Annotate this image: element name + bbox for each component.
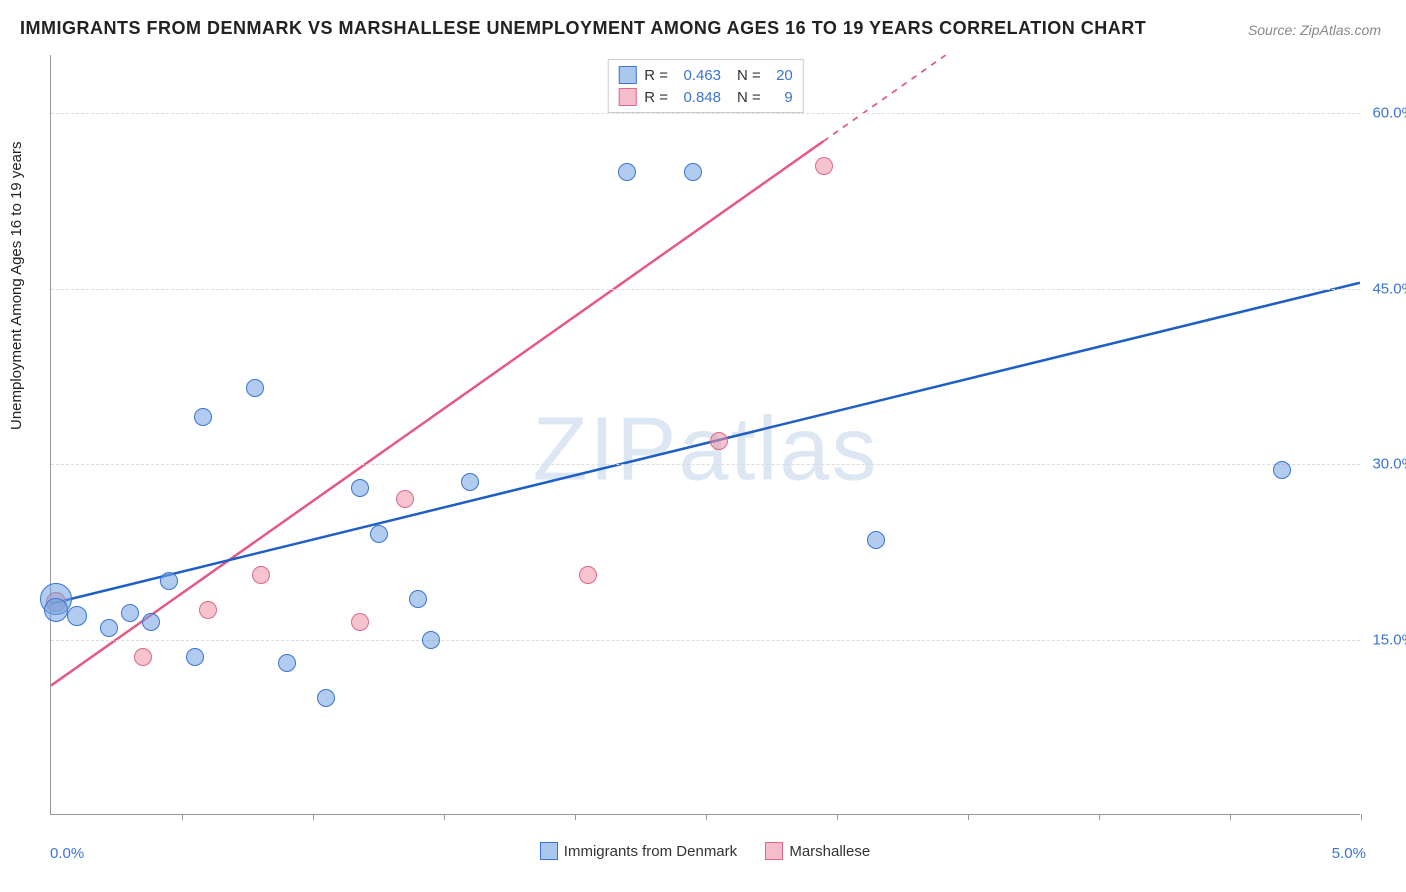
gridline-horizontal <box>51 640 1360 641</box>
r-value-denmark: 0.463 <box>676 67 721 84</box>
legend-row-denmark: R = 0.463 N = 20 <box>618 64 793 86</box>
scatter-point <box>317 689 335 707</box>
scatter-point <box>618 163 636 181</box>
scatter-point <box>579 566 597 584</box>
legend-label-denmark: Immigrants from Denmark <box>564 843 737 860</box>
scatter-point <box>121 604 139 622</box>
scatter-point <box>194 408 212 426</box>
x-axis-min-label: 0.0% <box>50 845 84 862</box>
scatter-point <box>370 525 388 543</box>
scatter-point <box>142 613 160 631</box>
scatter-point <box>1273 461 1291 479</box>
scatter-point <box>351 479 369 497</box>
y-tick-label: 60.0% <box>1365 105 1406 122</box>
gridline-horizontal <box>51 113 1360 114</box>
scatter-point <box>461 473 479 491</box>
y-tick-label: 15.0% <box>1365 631 1406 648</box>
chart-title: IMMIGRANTS FROM DENMARK VS MARSHALLESE U… <box>20 18 1146 39</box>
x-tick-mark <box>968 814 969 820</box>
scatter-point <box>815 157 833 175</box>
y-tick-label: 45.0% <box>1365 280 1406 297</box>
scatter-point <box>409 590 427 608</box>
r-value-marshallese: 0.848 <box>676 89 721 106</box>
scatter-point <box>44 598 68 622</box>
x-tick-mark <box>706 814 707 820</box>
n-label: N = <box>737 89 761 106</box>
x-tick-mark <box>182 814 183 820</box>
swatch-blue-icon <box>540 842 558 860</box>
scatter-point <box>278 654 296 672</box>
correlation-legend: R = 0.463 N = 20 R = 0.848 N = 9 <box>607 59 804 113</box>
n-value-marshallese: 9 <box>769 89 793 106</box>
gridline-horizontal <box>51 289 1360 290</box>
scatter-point <box>160 572 178 590</box>
scatter-point <box>396 490 414 508</box>
plot-area: ZIPatlas R = 0.463 N = 20 R = 0.848 N = … <box>50 55 1360 815</box>
x-tick-mark <box>1361 814 1362 820</box>
scatter-point <box>684 163 702 181</box>
x-tick-mark <box>444 814 445 820</box>
scatter-point <box>186 648 204 666</box>
scatter-point <box>246 379 264 397</box>
scatter-point <box>100 619 118 637</box>
legend-row-marshallese: R = 0.848 N = 9 <box>618 86 793 108</box>
trend-line-solid <box>51 141 823 685</box>
n-label: N = <box>737 67 761 84</box>
gridline-horizontal <box>51 464 1360 465</box>
scatter-point <box>199 601 217 619</box>
scatter-point <box>351 613 369 631</box>
y-axis-label: Unemployment Among Ages 16 to 19 years <box>8 141 25 430</box>
x-tick-mark <box>575 814 576 820</box>
r-label: R = <box>644 89 668 106</box>
legend-label-marshallese: Marshallese <box>789 843 870 860</box>
x-tick-mark <box>1099 814 1100 820</box>
swatch-blue-icon <box>618 66 636 84</box>
x-tick-mark <box>837 814 838 820</box>
scatter-point <box>67 606 87 626</box>
scatter-point <box>134 648 152 666</box>
source-attribution: Source: ZipAtlas.com <box>1248 22 1381 38</box>
trend-lines-layer <box>51 55 1360 814</box>
x-tick-mark <box>313 814 314 820</box>
scatter-point <box>422 631 440 649</box>
r-label: R = <box>644 67 668 84</box>
legend-item-denmark: Immigrants from Denmark <box>540 842 737 860</box>
scatter-point <box>710 432 728 450</box>
swatch-pink-icon <box>618 88 636 106</box>
trend-line <box>51 283 1360 604</box>
series-legend: Immigrants from Denmark Marshallese <box>50 842 1360 864</box>
swatch-pink-icon <box>765 842 783 860</box>
scatter-point <box>867 531 885 549</box>
x-axis-max-label: 5.0% <box>1332 845 1366 862</box>
legend-item-marshallese: Marshallese <box>765 842 870 860</box>
scatter-point <box>252 566 270 584</box>
x-tick-mark <box>1230 814 1231 820</box>
n-value-denmark: 20 <box>769 67 793 84</box>
y-tick-label: 30.0% <box>1365 456 1406 473</box>
